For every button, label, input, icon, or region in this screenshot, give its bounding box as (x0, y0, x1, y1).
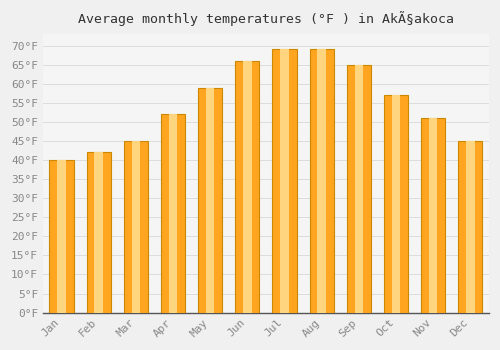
Bar (466, 141, 474, 313)
Bar (169, 114, 177, 313)
Bar (243, 61, 252, 313)
Bar (206, 88, 214, 313)
Bar (310, 49, 334, 313)
Bar (392, 95, 400, 313)
Bar (272, 49, 296, 313)
Bar (124, 141, 148, 313)
Bar (458, 141, 482, 313)
Bar (132, 141, 140, 313)
Bar (384, 95, 408, 313)
Bar (58, 160, 66, 313)
Bar (318, 49, 326, 313)
Title: Average monthly temperatures (°F ) in AkÃ§akoca: Average monthly temperatures (°F ) in Ak… (78, 11, 454, 26)
Bar (50, 160, 74, 313)
Bar (354, 65, 363, 313)
Bar (86, 153, 111, 313)
Bar (198, 88, 222, 313)
Bar (94, 153, 103, 313)
Bar (280, 49, 288, 313)
Bar (236, 61, 260, 313)
Bar (161, 114, 185, 313)
Bar (347, 65, 371, 313)
Bar (429, 118, 438, 313)
Bar (421, 118, 445, 313)
